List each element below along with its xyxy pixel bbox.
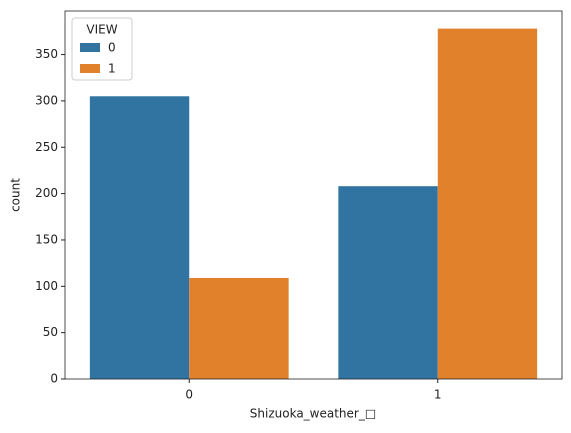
- y-tick-label: 50: [43, 325, 58, 339]
- x-tick-label: 1: [434, 388, 442, 402]
- bar: [338, 186, 438, 379]
- legend-title: VIEW: [86, 23, 117, 37]
- legend-label: 1: [108, 62, 116, 76]
- y-tick-label: 250: [35, 140, 58, 154]
- y-tick-label: 0: [50, 372, 58, 386]
- y-tick-label: 200: [35, 186, 58, 200]
- y-tick-label: 350: [35, 47, 58, 61]
- legend-swatch: [80, 43, 100, 52]
- x-tick-label: 0: [185, 388, 193, 402]
- y-tick-label: 150: [35, 232, 58, 246]
- x-axis-label: Shizuoka_weather_□: [250, 407, 376, 421]
- legend-label: 0: [108, 41, 116, 55]
- bar: [189, 277, 289, 379]
- y-tick-label: 300: [35, 93, 58, 107]
- y-axis-label: count: [9, 178, 23, 212]
- y-tick-label: 100: [35, 279, 58, 293]
- bar: [437, 28, 538, 379]
- axes-frame: [64, 10, 563, 380]
- legend-swatch: [80, 64, 100, 73]
- bar: [89, 96, 190, 379]
